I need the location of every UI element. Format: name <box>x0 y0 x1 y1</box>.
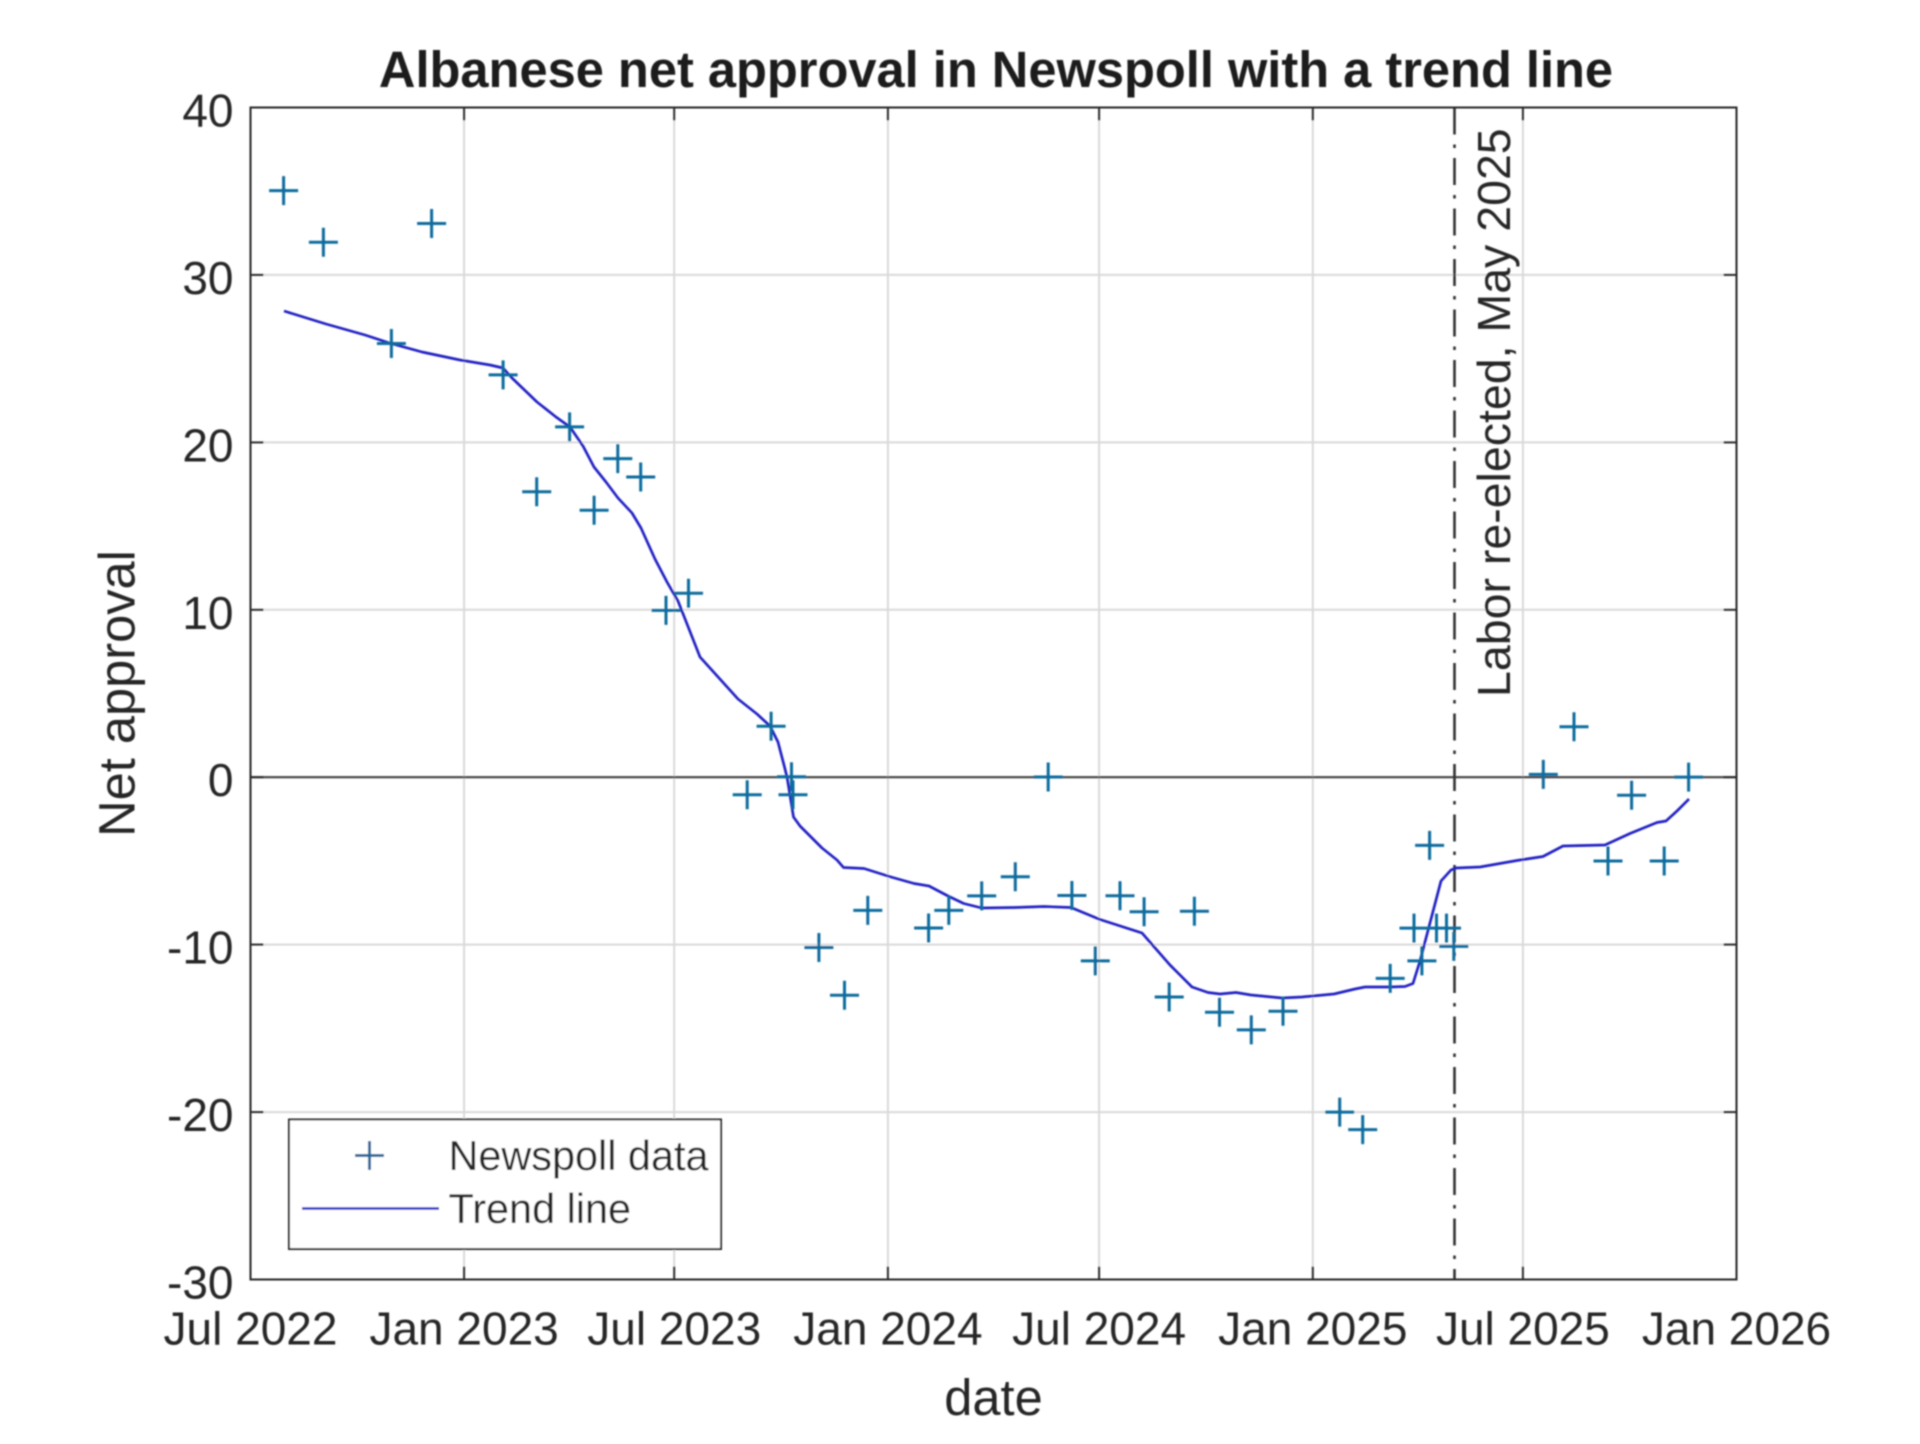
svg-text:30: 30 <box>182 252 233 304</box>
svg-text:Jul 2023: Jul 2023 <box>587 1303 761 1355</box>
svg-text:Jan 2026: Jan 2026 <box>1642 1303 1831 1355</box>
svg-text:Jan 2025: Jan 2025 <box>1218 1303 1407 1355</box>
svg-text:Newspoll data: Newspoll data <box>449 1133 710 1179</box>
svg-text:date: date <box>944 1369 1042 1426</box>
svg-text:Jul 2024: Jul 2024 <box>1012 1303 1186 1355</box>
svg-text:10: 10 <box>182 587 233 639</box>
svg-text:-10: -10 <box>167 922 233 974</box>
svg-text:Net approval: Net approval <box>89 550 146 837</box>
svg-text:Albanese net approval in Newsp: Albanese net approval in Newspoll with a… <box>379 41 1613 98</box>
svg-text:Jan 2023: Jan 2023 <box>369 1303 558 1355</box>
svg-text:20: 20 <box>182 419 233 471</box>
svg-text:0: 0 <box>208 754 234 806</box>
svg-text:Jul 2022: Jul 2022 <box>164 1303 338 1355</box>
svg-text:-30: -30 <box>167 1257 233 1309</box>
svg-text:-20: -20 <box>167 1089 233 1141</box>
svg-text:Labor re-elected, May 2025: Labor re-elected, May 2025 <box>1468 128 1520 697</box>
svg-text:Trend line: Trend line <box>449 1186 632 1232</box>
svg-text:Jul 2025: Jul 2025 <box>1436 1303 1610 1355</box>
svg-text:Jan 2024: Jan 2024 <box>793 1303 982 1355</box>
svg-text:40: 40 <box>182 85 233 137</box>
